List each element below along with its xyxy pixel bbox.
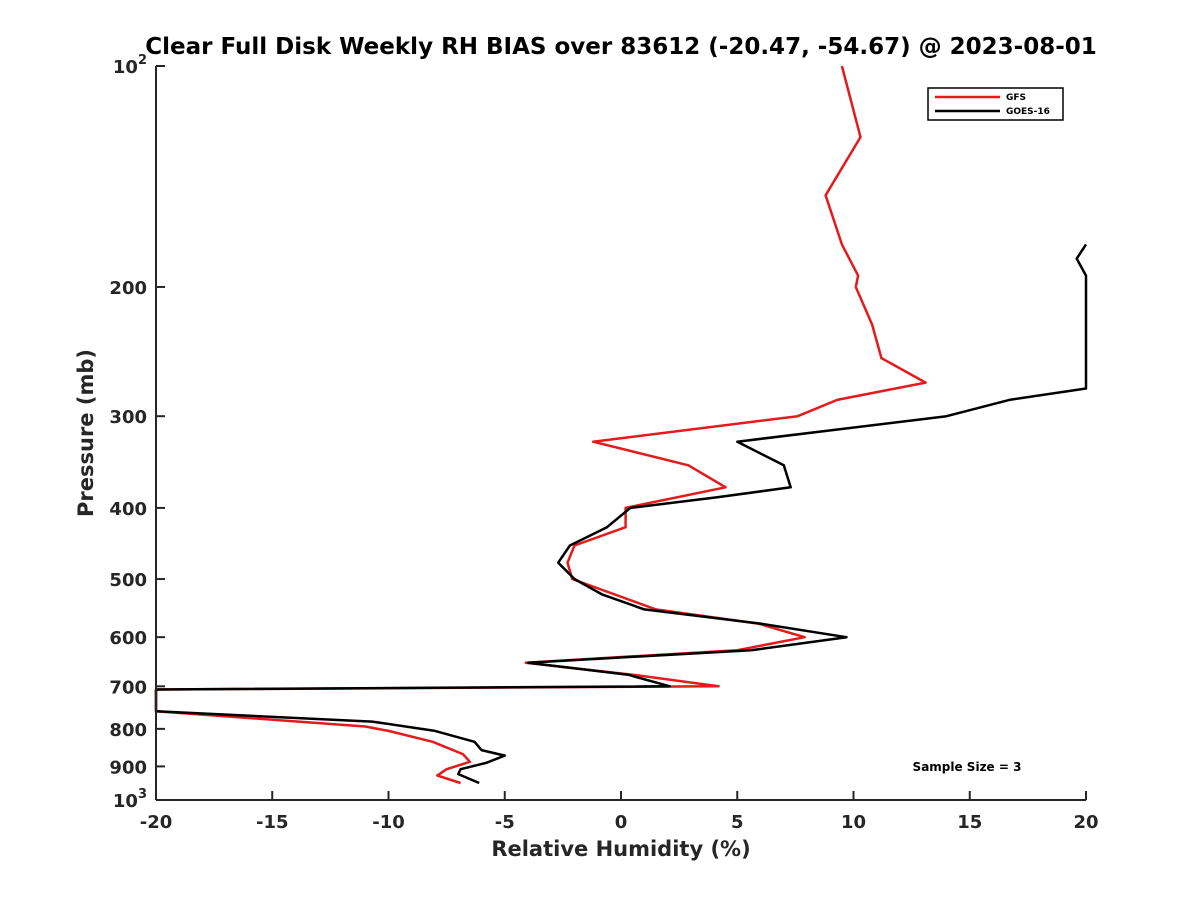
legend: GFS GOES-16 bbox=[927, 87, 1064, 121]
y-tick-label: 103 bbox=[113, 787, 147, 812]
plot-lines bbox=[154, 65, 1088, 785]
chart-title: Clear Full Disk Weekly RH BIAS over 8361… bbox=[145, 34, 1097, 60]
legend-box bbox=[927, 87, 1064, 121]
y-tick-label-base: 10 bbox=[113, 57, 138, 78]
x-tick-label: -15 bbox=[256, 812, 289, 833]
y-tick-label: 800 bbox=[109, 720, 147, 741]
x-tick-label: 10 bbox=[841, 812, 866, 833]
y-tick-label: 600 bbox=[109, 628, 147, 649]
y-tick-label-exponent: 2 bbox=[138, 53, 147, 68]
x-tick-label: -10 bbox=[372, 812, 405, 833]
sample-size-annotation: Sample Size = 3 bbox=[913, 760, 1022, 774]
y-tick-label: 900 bbox=[109, 757, 147, 778]
y-axis-label: Pressure (mb) bbox=[74, 349, 98, 517]
x-tick-label: -20 bbox=[140, 812, 173, 833]
y-tick-label: 200 bbox=[109, 278, 147, 299]
x-tick-label: -5 bbox=[495, 812, 515, 833]
series-line-gfs bbox=[154, 65, 927, 785]
x-tick-label: 0 bbox=[615, 812, 628, 833]
y-tick-label: 102 bbox=[113, 53, 147, 78]
x-axis-ticks: -20 -15 -10 -5 0 5 10 15 20 bbox=[140, 791, 1099, 833]
y-tick-label-base: 10 bbox=[113, 791, 138, 812]
legend-label-gfs: GFS bbox=[1006, 93, 1026, 103]
y-tick-label: 300 bbox=[109, 407, 147, 428]
y-tick-label: 500 bbox=[109, 570, 147, 591]
x-tick-label: 15 bbox=[957, 812, 982, 833]
y-tick-label-exponent: 3 bbox=[138, 787, 147, 802]
y-tick-label: 400 bbox=[109, 499, 147, 520]
y-tick-label: 700 bbox=[109, 677, 147, 698]
x-tick-label: 20 bbox=[1073, 812, 1098, 833]
legend-label-goes16: GOES-16 bbox=[1006, 107, 1050, 117]
series-line-goes16 bbox=[154, 243, 1088, 785]
x-axis-label: Relative Humidity (%) bbox=[491, 837, 750, 861]
x-tick-label: 5 bbox=[731, 812, 744, 833]
